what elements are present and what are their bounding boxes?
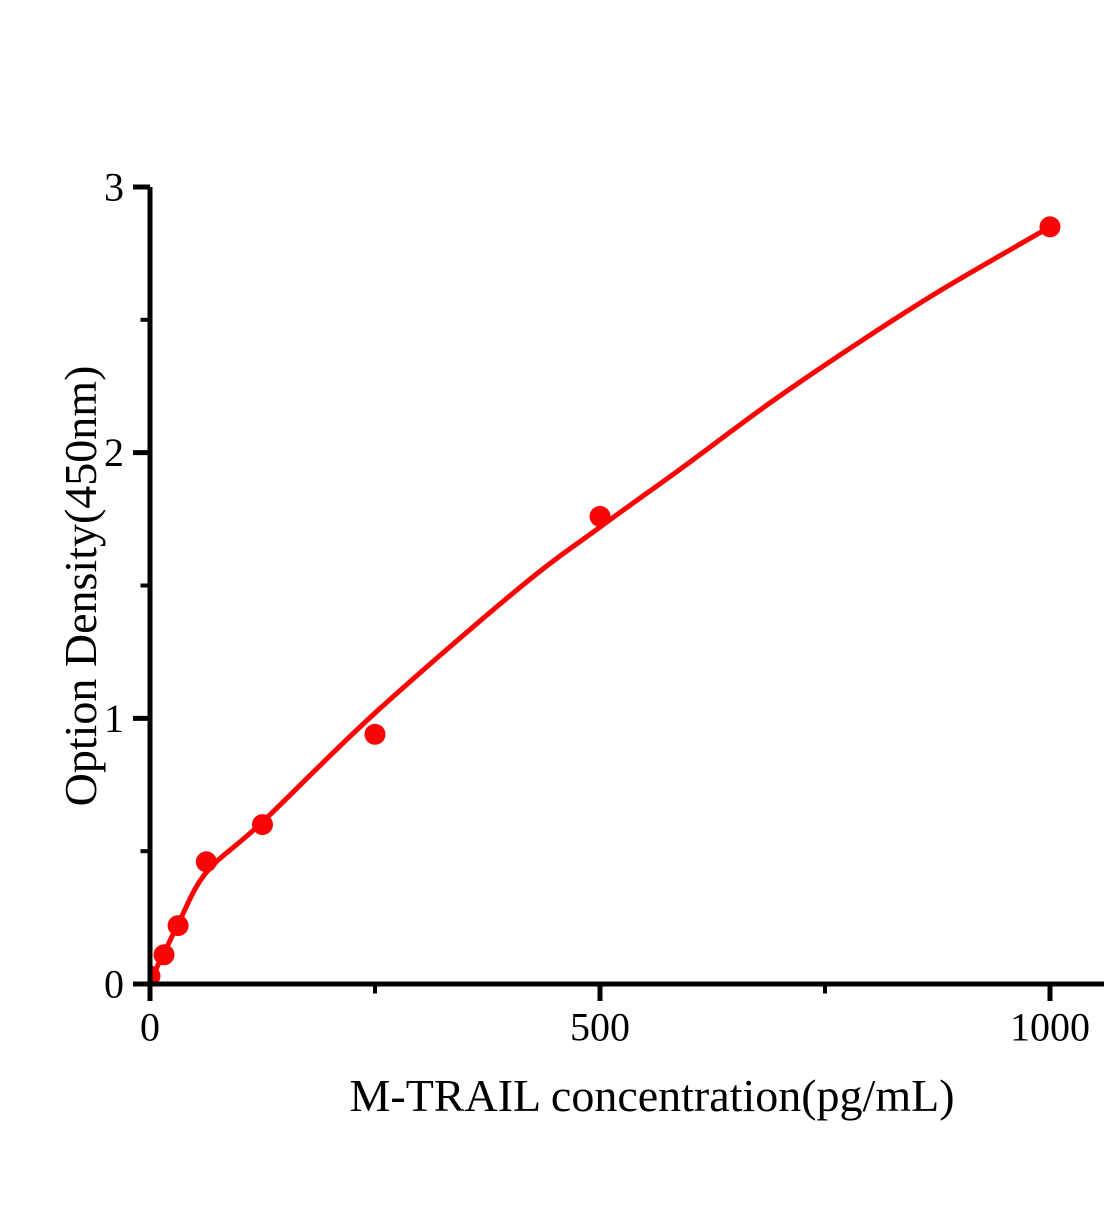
data-point <box>252 814 273 836</box>
data-point <box>1039 216 1061 238</box>
axes-lines <box>147 187 1104 987</box>
fit-curve-line <box>150 224 1053 987</box>
x-tick-label: 500 <box>570 1005 630 1050</box>
data-points <box>150 216 1061 987</box>
axis-ticks <box>133 184 1053 1001</box>
x-tick-label: 1000 <box>1010 1005 1090 1050</box>
data-point <box>167 915 189 937</box>
y-tick-label: 3 <box>104 164 124 209</box>
data-point <box>195 851 217 873</box>
elisa-standard-curve-figure: 0 1 2 3 0 500 1000 M-TRAIL concentration(pg/mL… <box>40 16 1104 1216</box>
standard-curve-chart: 0 1 2 3 0 500 1000 M-TRAIL concentration(pg/mL… <box>55 164 1104 1121</box>
data-point <box>150 965 161 987</box>
y-tick-label: 1 <box>104 696 124 741</box>
x-axis-title: M-TRAIL concentration(pg/mL) <box>349 1070 954 1121</box>
x-tick-label: 0 <box>140 1005 160 1050</box>
y-axis-title: Option Density(450nm) <box>55 366 106 807</box>
plot-area <box>150 216 1061 987</box>
y-tick-label: 0 <box>104 962 124 1007</box>
y-tick-label: 2 <box>104 430 124 475</box>
data-point <box>153 944 175 966</box>
axis-tick-labels: 0 1 2 3 0 500 1000 <box>104 164 1090 1049</box>
data-point <box>364 723 386 745</box>
data-point <box>589 505 611 527</box>
